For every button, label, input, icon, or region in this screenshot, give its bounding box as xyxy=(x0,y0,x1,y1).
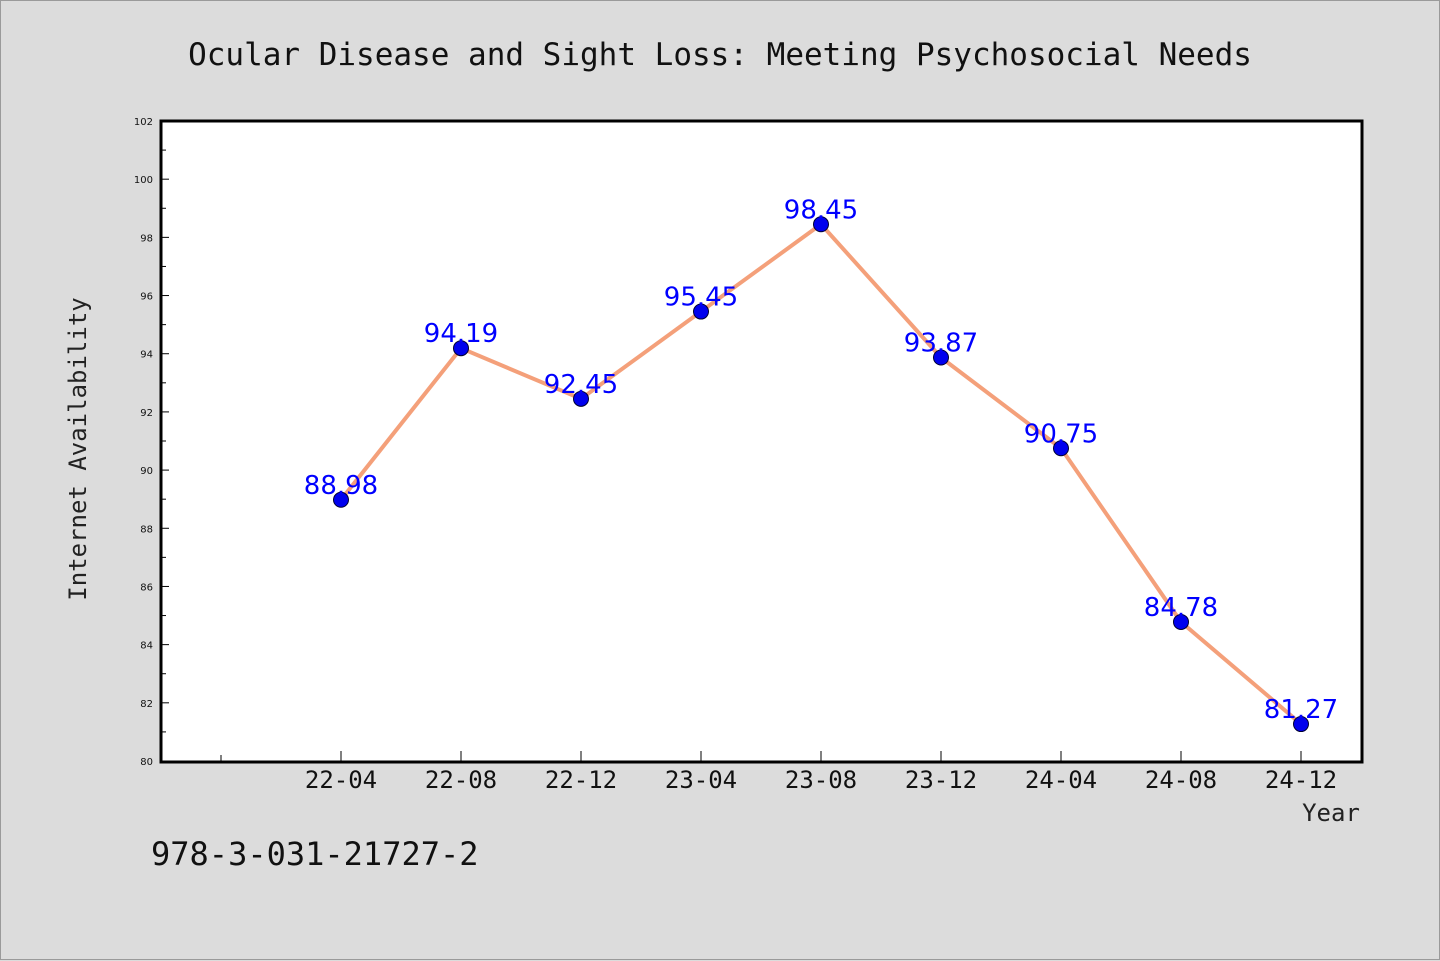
data-label: 84.78 xyxy=(1144,593,1218,623)
y-tick-label: 94 xyxy=(140,350,153,361)
data-point xyxy=(1293,716,1309,733)
plot-area xyxy=(159,119,1364,764)
data-point xyxy=(573,390,589,407)
y-tick-label: 96 xyxy=(140,292,153,303)
y-tick-label: 82 xyxy=(140,699,153,710)
y-tick-label: 84 xyxy=(140,641,153,652)
data-label: 98.45 xyxy=(784,195,858,225)
data-label: 93.87 xyxy=(904,329,978,359)
data-label: 94.19 xyxy=(424,319,498,349)
data-point xyxy=(933,349,949,366)
x-tick-label: 23-04 xyxy=(665,766,737,794)
y-tick-label: 90 xyxy=(140,466,153,477)
data-label: 95.45 xyxy=(664,283,738,313)
x-tick-label: 23-12 xyxy=(905,766,977,794)
series: 88.98 94.19 92.45 95.45 98.45 93.87 90.75 84.78… xyxy=(304,195,1338,733)
x-tick-label: 24-04 xyxy=(1025,766,1097,794)
data-point xyxy=(813,216,829,233)
x-tick-label: 22-08 xyxy=(425,766,497,794)
chart-title: Ocular Disease and Sight Loss: Meeting P… xyxy=(188,37,1252,73)
data-point xyxy=(453,340,469,357)
y-tick-label: 102 xyxy=(134,117,153,128)
y-tick-label: 88 xyxy=(140,524,153,535)
y-tick-label: 80 xyxy=(140,757,153,768)
data-point xyxy=(333,491,349,508)
y-tick-label: 100 xyxy=(134,175,153,186)
y-axis-label: Internet Availability xyxy=(64,297,92,600)
x-tick-label: 23-08 xyxy=(785,766,857,794)
x-tick-label: 22-04 xyxy=(305,766,377,794)
x-axis-label: Year xyxy=(1302,799,1360,827)
data-label: 88.98 xyxy=(304,471,378,501)
data-label: 90.75 xyxy=(1024,419,1098,449)
x-tick-label: 22-12 xyxy=(545,766,617,794)
x-axis: 22-04 22-08 22-12 23-04 23-08 23-12 24-04 24-08… xyxy=(220,751,1337,794)
data-label: 81.27 xyxy=(1264,695,1338,725)
y-tick-label: 98 xyxy=(140,233,153,244)
isbn-text: 978-3-031-21727-2 xyxy=(151,835,479,873)
data-point xyxy=(693,303,709,320)
data-label: 92.45 xyxy=(544,370,618,400)
data-point xyxy=(1173,613,1189,630)
y-tick-label: 86 xyxy=(140,582,153,593)
x-tick-label: 24-12 xyxy=(1265,766,1337,794)
x-tick-label: 24-08 xyxy=(1145,766,1217,794)
y-tick-label: 92 xyxy=(140,408,153,419)
y-axis: 80 82 84 86 88 90 92 94 96 98 100 102 xyxy=(134,117,169,768)
data-point xyxy=(1053,440,1069,457)
